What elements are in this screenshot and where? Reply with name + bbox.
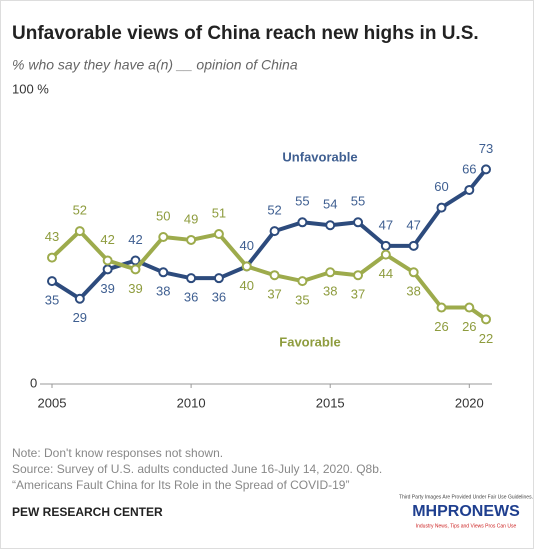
note: “Americans Fault China for Its Role in t…: [12, 478, 349, 492]
watermark-logo: MHPRONEWS: [412, 503, 520, 520]
data-label: 38: [156, 284, 170, 299]
x-tick-label: 2015: [316, 395, 345, 410]
point: [158, 267, 169, 278]
data-label: 49: [184, 211, 198, 226]
point: [102, 264, 113, 275]
data-label: 47: [406, 217, 420, 232]
point: [464, 302, 475, 313]
point: [74, 293, 85, 304]
data-label: 51: [212, 205, 226, 220]
x-tick-label: 2020: [455, 395, 484, 410]
series-label: Favorable: [279, 334, 340, 349]
point: [130, 264, 141, 275]
watermark-tagline: Industry News, Tips and Views Pros Can U…: [416, 523, 517, 529]
data-label: 36: [184, 290, 198, 305]
point: [102, 255, 113, 266]
point: [158, 232, 169, 242]
point: [297, 276, 308, 287]
data-label: 52: [267, 203, 281, 218]
point: [269, 270, 280, 281]
data-label: 40: [240, 238, 254, 253]
point: [241, 261, 252, 272]
watermark-caption: Third Party Images Are Provided Under Fa…: [399, 494, 533, 500]
data-label: 42: [128, 232, 142, 247]
point: [380, 249, 391, 260]
data-label: 37: [351, 287, 365, 302]
data-label: 52: [73, 203, 87, 218]
data-label: 37: [267, 287, 281, 302]
source-org: PEW RESEARCH CENTER: [12, 505, 163, 519]
point: [481, 314, 491, 325]
point: [213, 273, 224, 284]
point: [186, 234, 197, 245]
data-label: 39: [128, 281, 142, 296]
point: [353, 270, 364, 281]
data-label: 60: [434, 179, 448, 194]
data-label: 26: [462, 319, 476, 334]
note: Note: Don't know responses not shown.: [12, 446, 223, 460]
data-label: 29: [73, 310, 87, 325]
point: [325, 220, 336, 231]
data-label: 54: [323, 197, 337, 212]
point: [325, 267, 336, 278]
point: [213, 229, 224, 240]
data-label: 35: [295, 293, 309, 308]
point: [436, 302, 447, 313]
data-label: 35: [45, 293, 59, 308]
data-label: 38: [323, 284, 337, 299]
point: [481, 164, 491, 175]
point: [186, 273, 197, 284]
point: [74, 226, 85, 237]
y-tick-label: 0: [30, 375, 37, 390]
y-tick-label: 100 %: [12, 81, 49, 96]
chart-title: Unfavorable views of China reach new hig…: [12, 23, 479, 44]
note: Source: Survey of U.S. adults conducted …: [12, 462, 382, 476]
point: [408, 240, 419, 251]
data-label: 39: [100, 281, 114, 296]
data-label: 40: [240, 278, 254, 293]
point: [47, 276, 57, 287]
data-label: 38: [406, 284, 420, 299]
point: [436, 202, 447, 213]
point: [380, 240, 391, 251]
series-label: Unfavorable: [282, 149, 357, 164]
data-label: 26: [434, 319, 448, 334]
data-label: 66: [462, 161, 476, 176]
data-label: 50: [156, 208, 170, 223]
point: [408, 267, 419, 278]
data-label: 55: [295, 194, 309, 209]
point: [269, 226, 280, 237]
data-label: 36: [212, 290, 226, 305]
data-label: 42: [100, 232, 114, 247]
point: [297, 217, 308, 228]
x-tick-label: 2005: [38, 395, 67, 410]
point: [353, 217, 364, 228]
data-label: 73: [479, 141, 493, 156]
data-label: 55: [351, 194, 365, 209]
data-label: 44: [379, 266, 393, 281]
point: [47, 252, 57, 263]
data-label: 22: [479, 331, 493, 346]
x-tick-label: 2010: [177, 395, 206, 410]
chart-subtitle: % who say they have a(n) __ opinion of C…: [12, 57, 298, 73]
data-label: 43: [45, 229, 59, 244]
point: [464, 184, 475, 195]
data-label: 47: [379, 217, 393, 232]
